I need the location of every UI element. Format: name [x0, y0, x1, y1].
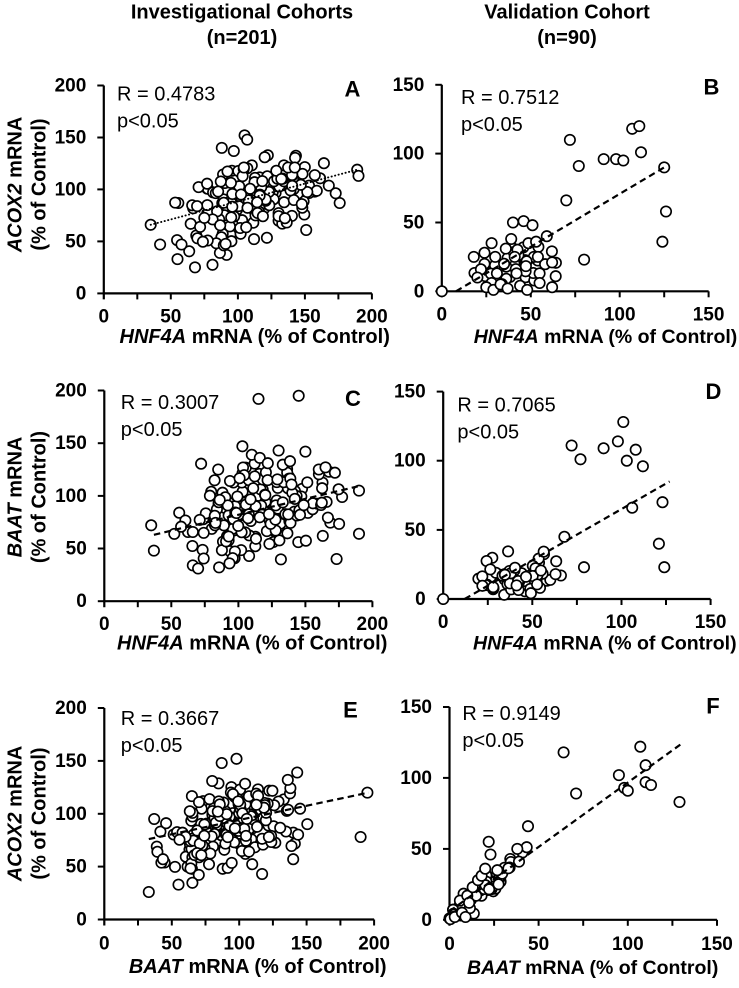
svg-text:50: 50 — [65, 231, 86, 252]
svg-text:(% of Control): (% of Control) — [29, 118, 51, 250]
svg-text:150: 150 — [400, 697, 432, 718]
svg-text:p<0.05: p<0.05 — [121, 735, 183, 757]
svg-text:HNF4A mRNA (% of Control): HNF4A mRNA (% of Control) — [117, 632, 387, 654]
svg-text:BAAT mRNA (% of Control): BAAT mRNA (% of Control) — [129, 956, 387, 978]
svg-text:100: 100 — [55, 179, 87, 200]
svg-text:200: 200 — [55, 381, 87, 402]
svg-text:(n=90): (n=90) — [537, 27, 596, 49]
svg-text:0: 0 — [76, 283, 87, 304]
svg-text:BAAT mRNA: BAAT mRNA — [5, 437, 27, 558]
svg-text:R = 0.3007: R = 0.3007 — [121, 392, 219, 414]
svg-text:0: 0 — [414, 281, 425, 302]
svg-text:A: A — [345, 76, 361, 101]
svg-text:150: 150 — [394, 382, 426, 403]
svg-text:150: 150 — [693, 304, 725, 325]
svg-text:50: 50 — [520, 304, 541, 325]
svg-text:100: 100 — [55, 486, 87, 507]
svg-text:F: F — [706, 693, 719, 718]
svg-text:HNF4A mRNA (% of Control): HNF4A mRNA (% of Control) — [473, 632, 737, 654]
svg-text:R = 0.7512: R = 0.7512 — [461, 87, 559, 109]
svg-text:50: 50 — [411, 839, 432, 860]
svg-text:100: 100 — [604, 304, 636, 325]
svg-text:0: 0 — [76, 591, 87, 612]
svg-text:D: D — [706, 379, 722, 404]
svg-text:R = 0.9149: R = 0.9149 — [462, 703, 560, 725]
svg-text:B: B — [704, 74, 720, 99]
svg-text:100: 100 — [55, 804, 87, 825]
svg-text:200: 200 — [358, 934, 390, 955]
svg-text:0: 0 — [99, 306, 110, 327]
svg-text:R = 0.3667: R = 0.3667 — [121, 708, 219, 730]
svg-text:100: 100 — [394, 451, 426, 472]
svg-text:(% of Control): (% of Control) — [29, 747, 51, 879]
svg-text:150: 150 — [701, 934, 733, 955]
svg-text:0: 0 — [415, 589, 426, 610]
svg-text:p<0.05: p<0.05 — [117, 111, 179, 133]
svg-text:150: 150 — [55, 128, 87, 149]
svg-text:100: 100 — [393, 144, 425, 165]
svg-text:150: 150 — [393, 75, 425, 96]
svg-text:R = 0.7065: R = 0.7065 — [457, 394, 555, 416]
svg-text:p<0.05: p<0.05 — [461, 114, 523, 136]
svg-text:p<0.05: p<0.05 — [121, 419, 183, 441]
svg-text:E: E — [343, 698, 358, 723]
svg-text:50: 50 — [161, 614, 182, 635]
svg-text:50: 50 — [403, 213, 424, 234]
svg-text:200: 200 — [55, 76, 87, 97]
svg-text:100: 100 — [400, 768, 432, 789]
svg-text:150: 150 — [55, 433, 87, 454]
svg-text:BAAT mRNA (% of Control): BAAT mRNA (% of Control) — [467, 957, 718, 979]
svg-text:0: 0 — [421, 910, 432, 931]
svg-text:R = 0.4783: R = 0.4783 — [117, 84, 215, 106]
svg-text:150: 150 — [55, 751, 87, 772]
svg-text:C: C — [345, 386, 361, 411]
svg-text:HNF4A mRNA (% of Control): HNF4A mRNA (% of Control) — [120, 326, 390, 348]
svg-text:ACOX2 mRNA: ACOX2 mRNA — [5, 746, 27, 883]
svg-text:50: 50 — [522, 612, 543, 633]
svg-text:50: 50 — [528, 934, 549, 955]
svg-text:50: 50 — [160, 306, 181, 327]
svg-text:Investigational Cohorts: Investigational Cohorts — [131, 2, 353, 24]
svg-text:0: 0 — [76, 910, 87, 931]
svg-text:200: 200 — [357, 614, 389, 635]
svg-text:50: 50 — [161, 934, 182, 955]
svg-text:100: 100 — [606, 612, 638, 633]
svg-text:150: 150 — [695, 612, 727, 633]
svg-text:50: 50 — [405, 520, 426, 541]
svg-text:150: 150 — [290, 614, 322, 635]
svg-text:100: 100 — [222, 306, 254, 327]
svg-text:150: 150 — [291, 934, 323, 955]
svg-text:200: 200 — [356, 306, 388, 327]
svg-text:p<0.05: p<0.05 — [457, 421, 519, 443]
svg-text:(n=201): (n=201) — [207, 27, 278, 49]
svg-text:0: 0 — [438, 612, 449, 633]
svg-text:200: 200 — [55, 698, 87, 719]
svg-text:Validation Cohort: Validation Cohort — [484, 2, 650, 24]
svg-text:0: 0 — [99, 614, 110, 635]
svg-text:0: 0 — [99, 934, 110, 955]
svg-text:p<0.05: p<0.05 — [462, 730, 524, 752]
svg-text:50: 50 — [66, 539, 87, 560]
svg-text:150: 150 — [289, 306, 321, 327]
svg-text:50: 50 — [66, 857, 87, 878]
svg-text:0: 0 — [437, 304, 448, 325]
svg-text:100: 100 — [612, 934, 644, 955]
svg-text:100: 100 — [223, 614, 255, 635]
svg-text:(% of Control): (% of Control) — [29, 431, 51, 563]
svg-text:ACOX2 mRNA: ACOX2 mRNA — [5, 117, 27, 254]
svg-text:0: 0 — [444, 934, 455, 955]
svg-text:100: 100 — [223, 934, 255, 955]
svg-text:HNF4A mRNA (% of Control): HNF4A mRNA (% of Control) — [474, 326, 738, 348]
